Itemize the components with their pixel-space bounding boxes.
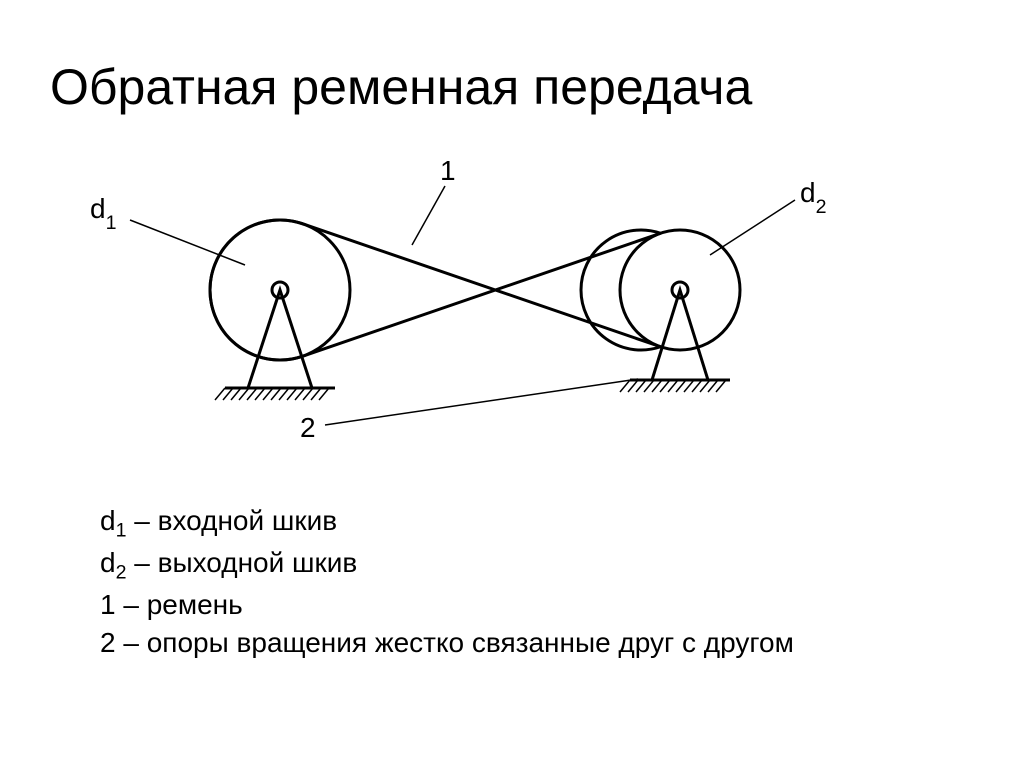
legend-row-1: 1 – ремень [100, 586, 794, 624]
label-belt: 1 [440, 155, 456, 186]
label-support: 2 [300, 412, 316, 443]
belt-drive-diagram: d1 d2 1 2 [0, 150, 1024, 470]
legend-row-2: 2 – опоры вращения жестко связанные друг… [100, 624, 794, 662]
leader-support [325, 379, 638, 425]
leader-d2 [710, 200, 795, 255]
label-d2: d2 [800, 177, 826, 218]
leader-belt [412, 186, 445, 245]
legend: d1 – входной шкив d2 – выходной шкив 1 –… [100, 502, 794, 662]
label-d1: d1 [90, 193, 116, 234]
legend-row-d1: d1 – входной шкив [100, 502, 794, 544]
support-1 [215, 290, 335, 400]
legend-row-d2: d2 – выходной шкив [100, 544, 794, 586]
page-title: Обратная ременная передача [50, 58, 752, 116]
